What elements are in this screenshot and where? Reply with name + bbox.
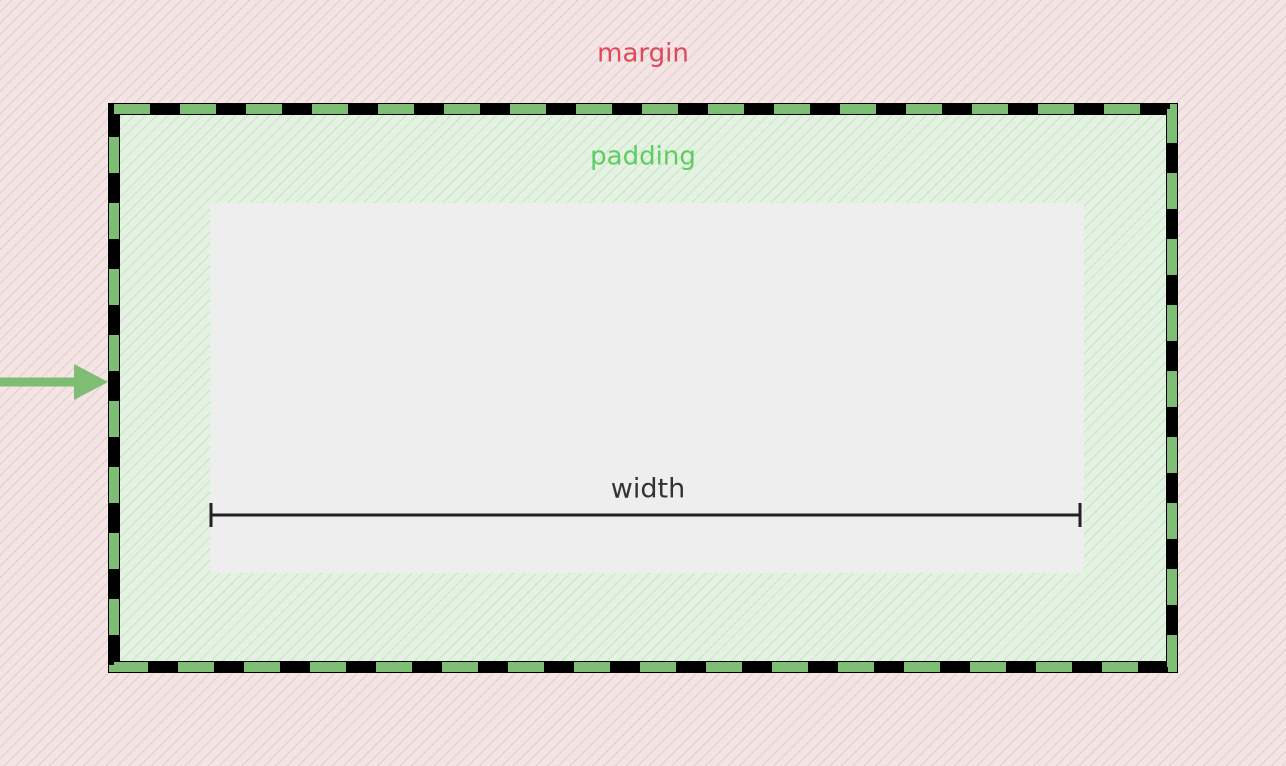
margin-label: margin (597, 39, 689, 69)
width-label: width (611, 474, 685, 505)
content-area (210, 203, 1084, 573)
padding-label: padding (590, 142, 696, 172)
arrow-head (74, 364, 108, 400)
border-dashes (109, 104, 1177, 672)
